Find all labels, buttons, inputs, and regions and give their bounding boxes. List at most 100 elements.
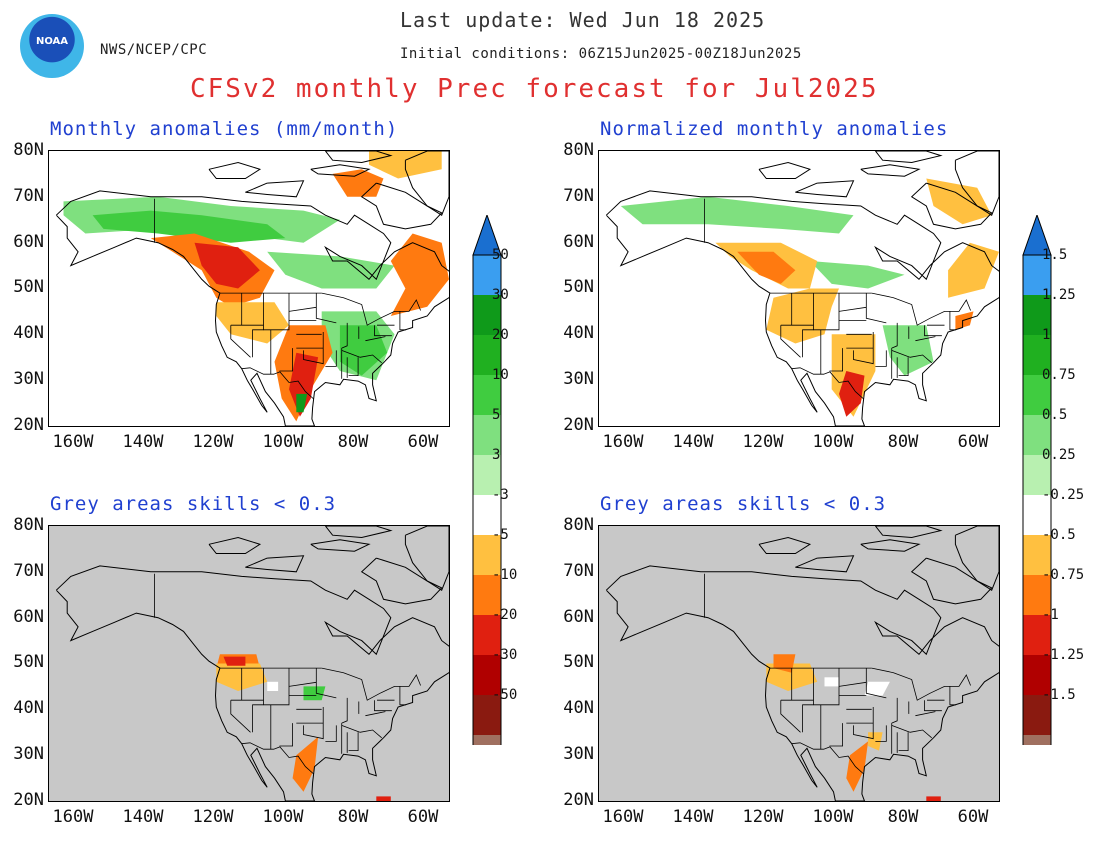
coastline [310,164,371,177]
state-border [263,293,290,331]
colorbar-segment [473,535,501,575]
colorbar-label: -1.25 [1042,647,1085,663]
anomaly-region [267,681,279,691]
state-border [348,732,359,752]
state-border [288,306,317,312]
lat-label: 50N [13,652,44,673]
state-border [341,350,361,358]
state-border [780,700,801,733]
coastline [910,557,993,605]
lon-label: 140W [122,807,164,827]
anomaly-region [339,325,388,376]
lon-label: 60W [407,807,439,827]
state-border [898,357,909,377]
state-border [802,293,814,358]
state-border [348,357,359,377]
state-border [871,667,971,701]
coastline [325,526,393,539]
lon-label: 140W [672,432,714,452]
state-border [898,732,909,752]
state-border [341,725,361,733]
state-border [865,293,887,324]
state-border [399,686,407,706]
state-border [875,725,887,742]
lon-label: 60W [407,432,439,452]
colorbar-segment [473,655,501,695]
coastline [860,539,921,552]
colorbar-segment [473,615,501,655]
state-border [315,293,337,324]
anomaly-region [292,736,319,792]
colorbar-label: -50 [492,687,518,703]
coastline [404,151,449,216]
colorbar-label: -3 [492,487,509,503]
coastline [360,182,443,230]
state-border [365,711,386,717]
anomaly-region [882,325,934,376]
coastline [605,190,999,426]
state-border [303,725,324,740]
state-border [875,350,887,367]
state-border [791,742,864,775]
anomaly-region [194,242,260,289]
map-normalized [598,150,1000,427]
lat-label: 60N [13,606,44,627]
coastline [875,526,943,539]
map-anomalies [48,150,450,427]
colorbar-segment [473,255,501,295]
state-border [321,667,421,701]
state-border [853,350,874,365]
anomaly-region [332,169,384,197]
lat-label: 20N [13,414,44,435]
state-border [288,681,317,687]
lon-label: 100W [262,432,304,452]
lon-label: 80W [337,807,369,827]
state-border [871,292,971,326]
state-border [241,367,314,400]
colorbar-segment [1023,415,1051,455]
colorbar-label: -5 [492,527,509,543]
coastline [795,180,855,198]
lat-label: 30N [13,744,44,764]
state-border [325,350,337,367]
lon-label: 120W [742,432,784,452]
lon-label: 60W [957,807,989,827]
anomaly-region [926,178,992,225]
lat-label: 30N [563,369,594,389]
coastline [875,151,943,164]
state-border [230,325,251,358]
lat-label: 60N [13,231,44,252]
state-border [303,350,324,365]
lat-label: 70N [563,185,594,206]
lat-label: 50N [563,277,594,298]
state-border [813,668,840,706]
state-border [891,322,898,349]
lat-label: 30N [13,369,44,389]
colorbar-label: 3 [492,447,501,463]
lat-label: 70N [563,560,594,581]
lon-label: 160W [602,432,644,452]
lon-label: 100W [812,807,854,827]
lat-label: 40N [13,698,44,719]
state-border [891,350,911,358]
colorbar-label: -0.5 [1042,527,1076,543]
colorbar-segment [1023,335,1051,375]
state-border [341,322,348,349]
colorbar-segment [1023,255,1051,295]
state-border [341,697,348,724]
coastline [208,536,262,554]
coastline [954,151,999,216]
coastline [795,555,855,573]
anomaly-region [846,741,869,792]
state-border [374,700,392,712]
agency-label: NWS/NCEP/CPC [100,42,208,58]
colorbar-segment [473,375,501,415]
lat-label: 40N [563,323,594,344]
lat-label: 70N [13,560,44,581]
lon-label: 120W [742,807,784,827]
state-border [924,325,942,337]
anomaly-region [737,251,796,284]
coastline [605,565,999,801]
anomaly-region [303,686,326,701]
colorbar-label: -1 [1042,607,1059,623]
